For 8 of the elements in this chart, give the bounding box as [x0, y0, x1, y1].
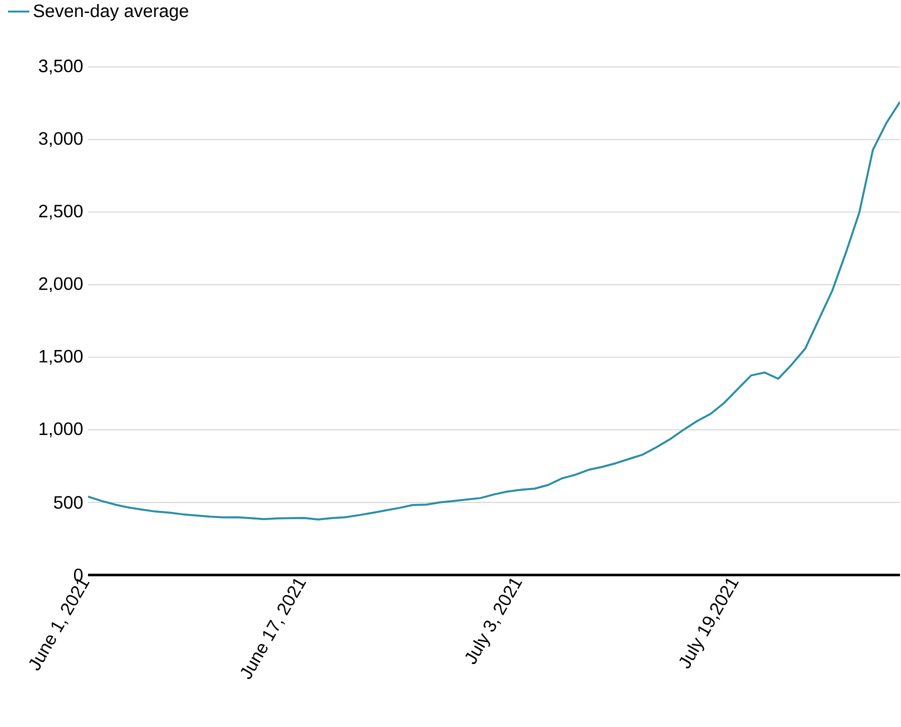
y-tick-label: 3,000 [38, 132, 83, 147]
y-tick-label: 1,500 [40, 350, 83, 365]
y-tick-label: 500 [54, 496, 83, 509]
y-tick-label: 1,000 [40, 422, 83, 438]
y-tick-label: 2,500 [39, 204, 83, 220]
legend-label: Seven-day average [34, 4, 188, 21]
y-tick-label: 2,000 [39, 277, 83, 292]
y-tick-label: 3,500 [38, 60, 83, 74]
